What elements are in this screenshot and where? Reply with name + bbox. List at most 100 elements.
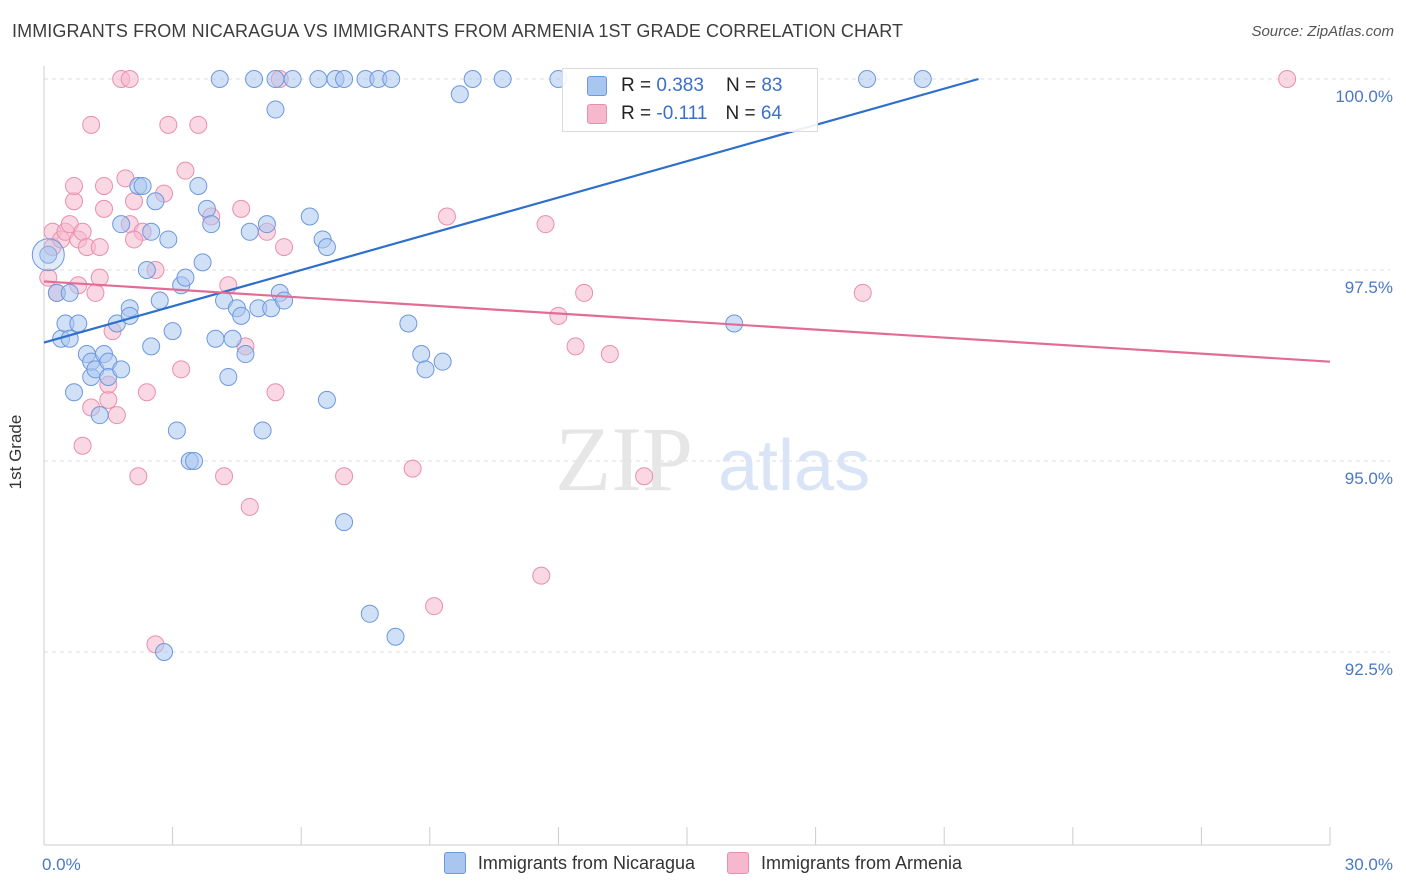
data-point-nicaragua [137,261,156,279]
data-point-nicaragua [858,70,877,88]
data-point-nicaragua [382,70,401,88]
data-point-nicaragua [335,513,354,532]
data-point-nicaragua [493,70,512,88]
legend-row-armenia: R = -0.111 N = 64 [587,101,782,127]
data-point-armenia [125,192,144,211]
data-point-nicaragua [317,390,336,409]
watermark-zip: ZIP [555,408,693,510]
watermark: ZIP atlas [555,408,870,510]
data-point-nicaragua [219,367,238,386]
data-point-armenia [65,176,84,195]
data-point-armenia [137,383,156,402]
data-point-nicaragua [266,100,285,119]
legend-r-value: -0.111 [656,103,708,124]
data-point-nicaragua [210,70,229,88]
series-armenia-points [39,70,1297,654]
data-point-nicaragua [309,70,328,88]
data-point-nicaragua [433,352,452,371]
bottom-legend-nicaragua: Immigrants from Nicaragua [443,852,695,874]
data-point-nicaragua [142,337,161,356]
legend: R = 0.383 N = 83 R = -0.111 N = 64 [562,68,818,132]
bottom-legend-label: Immigrants from Armenia [761,852,963,873]
data-point-nicaragua [245,70,264,88]
legend-r-label: R = [621,103,652,124]
data-point-nicaragua [112,215,131,234]
data-point-nicaragua [163,322,182,341]
data-point-armenia [425,597,444,616]
bottom-legend-swatch-pink [727,852,749,874]
legend-n-label: N = [725,103,756,124]
data-point-armenia [73,222,92,241]
data-point-armenia [532,566,551,585]
x-tick-label: 30.0% [1345,855,1393,874]
data-point-nicaragua [185,452,204,470]
data-point-nicaragua [155,643,174,661]
data-point-armenia [129,467,148,486]
source-label: Source: ZipAtlas.com [1251,23,1394,40]
data-point-armenia [99,390,118,409]
data-point-nicaragua [189,176,208,195]
data-point-nicaragua [142,222,161,241]
data-point-armenia [437,207,456,226]
data-point-nicaragua [31,238,65,272]
data-point-nicaragua [146,192,165,211]
data-point-armenia [120,70,139,88]
data-point-nicaragua [257,215,276,234]
data-point-armenia [90,238,109,257]
data-point-nicaragua [197,199,216,218]
data-point-nicaragua [275,291,294,310]
data-point-armenia [189,115,208,134]
gridlines [44,78,1390,653]
legend-n-value: 83 [761,75,783,96]
data-point-nicaragua [236,345,255,364]
bottom-legend-armenia: Immigrants from Armenia [727,852,962,874]
axes [43,66,1331,846]
data-point-armenia [107,406,126,425]
data-point-nicaragua [60,283,79,302]
trendline-nicaragua [43,77,979,344]
data-point-nicaragua [266,70,285,88]
data-point-nicaragua [69,314,88,333]
data-point-armenia [215,467,234,486]
data-point-nicaragua [399,314,418,333]
watermark-atlas: atlas [718,426,870,506]
data-point-nicaragua [167,421,186,440]
trendline-armenia [43,280,1331,363]
data-point-nicaragua [416,360,435,379]
data-point-armenia [635,467,654,486]
data-point-nicaragua [386,627,405,646]
data-point-nicaragua [450,85,469,104]
legend-swatch-blue [587,76,607,96]
data-point-nicaragua [253,421,272,440]
data-point-armenia [275,238,294,257]
data-point-nicaragua [317,238,336,257]
legend-r-label: R = [621,75,652,96]
data-point-armenia [90,268,109,287]
bottom-legend: Immigrants from Nicaragua Immigrants fro… [0,852,1406,874]
trendlines [43,77,1331,363]
y-tick-label: 97.5% [1345,278,1393,297]
data-point-nicaragua [300,207,319,226]
data-point-armenia [549,306,568,325]
data-point-armenia [335,467,354,486]
data-point-armenia [600,345,619,364]
data-point-armenia [73,436,92,455]
data-point-armenia [536,215,555,234]
y-tick-label: 95.0% [1345,469,1393,488]
data-point-nicaragua [223,329,242,348]
data-point-armenia [82,115,101,134]
data-point-nicaragua [206,329,225,348]
data-point-armenia [65,192,84,211]
data-point-nicaragua [240,222,259,241]
data-point-nicaragua [112,360,131,379]
data-point-armenia [853,283,872,302]
data-point-nicaragua [150,291,169,310]
data-point-nicaragua [65,383,84,402]
series-nicaragua-points [31,70,932,661]
data-point-armenia [39,268,58,287]
x-tick-label: 0.0% [42,855,81,874]
legend-r-value: 0.383 [656,75,704,96]
legend-n-label: N = [725,75,757,96]
data-point-armenia [95,176,114,195]
